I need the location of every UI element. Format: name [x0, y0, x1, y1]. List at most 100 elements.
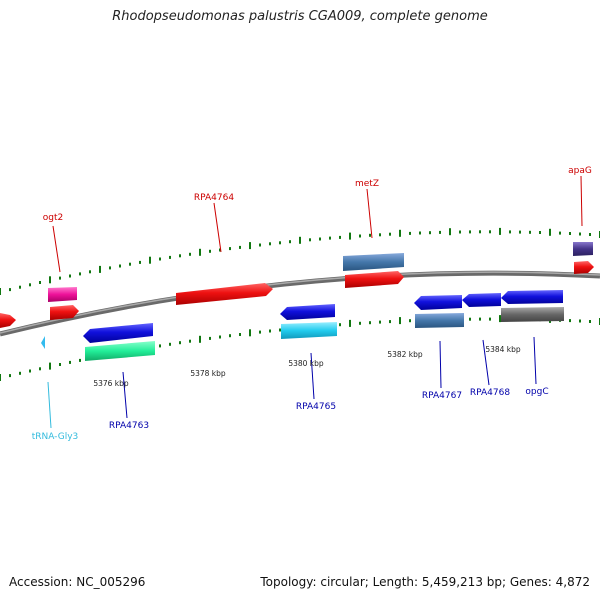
topology-text: Topology: circular; Length: 5,459,213 bp…	[260, 575, 590, 589]
tick-mark	[399, 229, 401, 237]
tick-mark	[9, 374, 11, 378]
tick-mark	[279, 241, 281, 245]
gene-arrow-RPA4767-b	[415, 313, 464, 328]
gene-arrow-edge-left	[0, 313, 16, 328]
tick-mark	[0, 374, 1, 381]
tick-mark	[169, 255, 171, 259]
tick-mark	[59, 363, 61, 366]
tick-mark	[149, 256, 151, 264]
tick-mark	[309, 238, 311, 242]
tick-mark	[539, 231, 541, 234]
tick-mark	[489, 230, 491, 234]
tick-mark	[589, 320, 591, 323]
gene-label-apaG: apaG	[568, 166, 592, 176]
gene-arrow-ogt2	[50, 305, 79, 320]
tick-mark	[569, 319, 571, 323]
gene-arrow-RPA4768	[462, 293, 501, 307]
tick-mark	[499, 227, 501, 235]
tick-mark	[329, 236, 331, 240]
tick-mark	[239, 245, 241, 249]
tick-mark	[499, 315, 501, 323]
gene-arrow-apaG-b	[573, 242, 593, 256]
tick-mark	[119, 264, 121, 268]
tick-mark	[259, 330, 261, 334]
gene-label-RPA4767: RPA4767	[422, 391, 462, 401]
tick-mark	[409, 319, 411, 323]
tick-mark	[159, 257, 161, 261]
tick-mark	[369, 321, 371, 325]
tick-mark	[459, 230, 461, 234]
tick-mark	[259, 243, 261, 247]
tick-mark	[59, 276, 61, 280]
tick-mark	[269, 329, 271, 333]
gene-arrow-RPA4763	[83, 323, 153, 343]
gene-label-RPA4764: RPA4764	[194, 193, 234, 203]
tick-mark	[79, 272, 81, 276]
accession-text: Accession: NC_005296	[9, 575, 146, 589]
tick-mark	[209, 336, 211, 340]
tick-mark	[409, 231, 411, 235]
tick-mark	[349, 232, 351, 240]
tick-mark	[129, 262, 131, 266]
tick-mark	[39, 367, 41, 371]
scale-label-5382: 5382 kbp	[387, 350, 423, 359]
tick-mark	[399, 317, 401, 325]
scale-label-5384: 5384 kbp	[485, 345, 521, 354]
gene-arrow-opgC	[501, 290, 563, 304]
tick-mark	[359, 234, 361, 238]
tick-mark	[509, 230, 511, 234]
tick-mark	[269, 242, 271, 246]
tick-mark	[189, 252, 191, 256]
tick-mark	[479, 230, 481, 234]
tick-mark	[219, 248, 221, 252]
tick-mark	[89, 270, 91, 274]
tick-mark	[319, 237, 321, 241]
tick-mark	[489, 317, 491, 321]
tick-mark	[379, 233, 381, 237]
tick-mark	[79, 358, 81, 362]
gene-label-RPA4768: RPA4768	[470, 388, 510, 398]
tick-mark	[19, 285, 21, 289]
tick-mark	[439, 230, 441, 234]
genome-backbone-highlight	[0, 271, 600, 334]
gene-labels: ogt2 RPA4764 metZ apaG tRNA-Gly3 RPA4763…	[32, 166, 592, 442]
gene-arrow-tRNA-Gly3	[41, 336, 45, 349]
gene-label-ogt2: ogt2	[43, 213, 63, 223]
tick-mark	[339, 235, 341, 239]
tick-mark	[169, 342, 171, 346]
gene-arrow-RPA4763-b	[85, 341, 155, 361]
tick-mark	[389, 232, 391, 236]
map-title: Rhodopseudomonas palustris CGA009, compl…	[112, 9, 488, 24]
tick-mark	[529, 230, 531, 234]
tick-mark	[109, 266, 111, 270]
tick-mark	[579, 232, 581, 236]
tick-mark	[349, 319, 351, 327]
tick-mark	[339, 323, 341, 327]
gene-label-tRNA-Gly3: tRNA-Gly3	[32, 432, 79, 442]
tick-mark	[429, 231, 431, 235]
tick-mark	[179, 254, 181, 258]
tick-mark	[249, 242, 251, 250]
scale-labels: 5376 kbp 5378 kbp 5380 kbp 5382 kbp 5384…	[93, 345, 521, 388]
tick-mark	[139, 260, 141, 264]
gene-label-RPA4765: RPA4765	[296, 402, 336, 412]
tick-mark	[69, 360, 71, 364]
tick-mark	[9, 288, 11, 292]
tick-mark	[289, 240, 291, 244]
tick-mark	[69, 274, 71, 278]
tick-mark	[49, 276, 51, 284]
gene-arrow-ogt2-b	[48, 287, 77, 302]
scale-label-5378: 5378 kbp	[190, 369, 226, 378]
tick-mark	[29, 369, 31, 373]
gene-arrow-RPA4765-b	[281, 322, 337, 339]
gene-arrow-opgC-b	[501, 307, 564, 322]
tick-mark	[39, 281, 41, 284]
tick-mark	[469, 230, 471, 234]
tick-mark	[389, 320, 391, 324]
tick-mark	[189, 339, 191, 343]
tick-rings	[0, 227, 600, 381]
tick-mark	[279, 328, 281, 332]
gene-arrow-RPA4764	[176, 283, 273, 305]
tick-mark	[239, 333, 241, 336]
tick-mark	[19, 371, 21, 375]
